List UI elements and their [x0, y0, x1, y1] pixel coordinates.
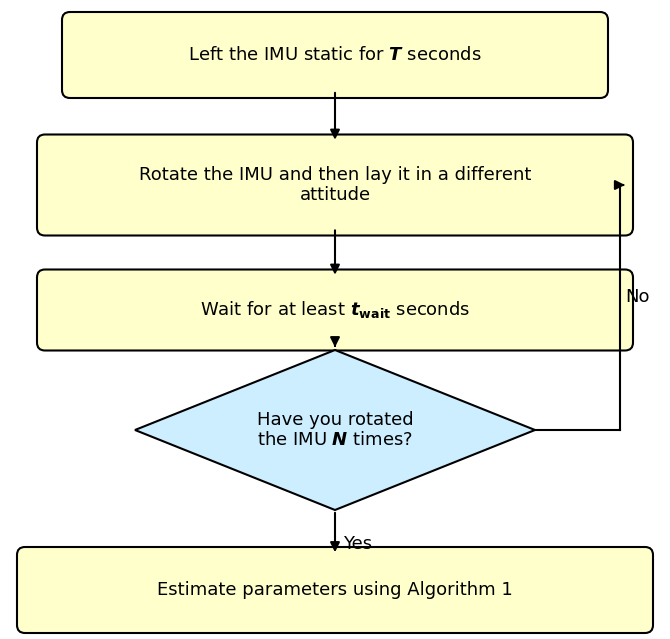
Text: No: No [625, 288, 649, 307]
Text: Rotate the IMU and then lay it in a different
attitude: Rotate the IMU and then lay it in a diff… [139, 166, 531, 204]
FancyBboxPatch shape [37, 134, 633, 236]
Text: Left the IMU static for $\boldsymbol{T}$ seconds: Left the IMU static for $\boldsymbol{T}$… [188, 46, 482, 64]
FancyBboxPatch shape [37, 270, 633, 351]
FancyBboxPatch shape [62, 12, 608, 98]
Text: Have you rotated
the IMU $\boldsymbol{N}$ times?: Have you rotated the IMU $\boldsymbol{N}… [257, 411, 413, 449]
Text: Estimate parameters using Algorithm 1: Estimate parameters using Algorithm 1 [157, 581, 513, 599]
Polygon shape [135, 350, 535, 510]
Text: Yes: Yes [343, 535, 372, 553]
FancyBboxPatch shape [17, 547, 653, 633]
Text: Wait for at least $\boldsymbol{t}_{\mathbf{wait}}$ seconds: Wait for at least $\boldsymbol{t}_{\math… [200, 300, 470, 321]
